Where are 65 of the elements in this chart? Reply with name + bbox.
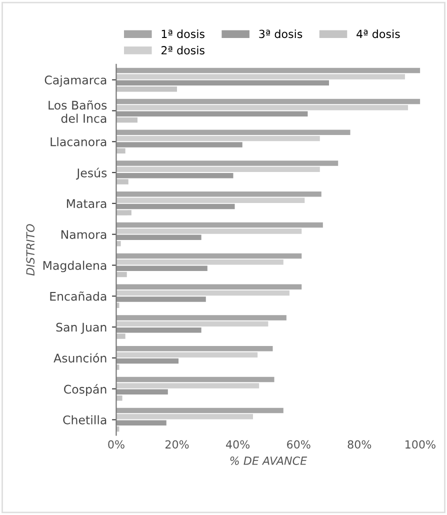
bar (116, 408, 284, 414)
bar (116, 290, 290, 296)
bar (116, 117, 138, 123)
bar (116, 389, 168, 395)
bar (116, 74, 405, 80)
bar (116, 192, 322, 197)
bar (116, 68, 420, 74)
y-tick-label: Cajamarca (44, 75, 106, 87)
bar (116, 327, 202, 333)
bar (116, 346, 273, 352)
x-tick-label: 40% (226, 440, 250, 449)
x-tick-label: 20% (165, 440, 189, 449)
bar (116, 142, 242, 148)
bar (116, 296, 206, 302)
y-tick-label: Namora (61, 230, 106, 239)
bar (116, 166, 320, 172)
bar (116, 234, 202, 240)
bar (116, 98, 420, 104)
legend-label: 2ª dosis (161, 46, 204, 54)
y-tick-label: Jesús (76, 168, 107, 180)
y-axis-title: DISTRITO (26, 224, 35, 276)
bar (116, 105, 408, 110)
bar (116, 198, 305, 203)
bar (116, 160, 338, 166)
legend-label: 4ª dosis (356, 30, 400, 38)
bar (116, 179, 128, 184)
y-tick-label: Magdalena (43, 260, 106, 272)
bar (116, 376, 274, 382)
bar (116, 383, 260, 388)
y-tick-label: Los Baños del Inca (48, 100, 107, 123)
x-tick-label: 100% (406, 440, 436, 449)
x-tick-label: 80% (348, 440, 372, 449)
y-tick-label: Chetilla (63, 415, 106, 424)
bar (116, 321, 268, 327)
x-axis-title: % DE AVANCE (230, 456, 308, 465)
bar (116, 86, 178, 92)
bar (116, 253, 302, 259)
bar (116, 172, 234, 178)
legend-label: 3ª dosis (259, 30, 302, 38)
bar (116, 358, 179, 364)
x-tick-label: 60% (287, 440, 310, 449)
y-tick-label: Asunción (54, 352, 106, 363)
bar (116, 334, 126, 339)
bar (116, 260, 284, 265)
bar (116, 130, 350, 135)
bar (116, 352, 258, 358)
legend-label: 1ª dosis (162, 30, 204, 38)
y-tick-label: San Juan (56, 322, 106, 334)
y-tick-label: Llacanora (50, 137, 106, 146)
bar (116, 204, 235, 210)
bar (116, 136, 320, 142)
bar (116, 228, 302, 234)
bar (116, 210, 132, 216)
bar (116, 284, 302, 290)
y-tick-label: Matara (66, 199, 106, 208)
bar (116, 111, 308, 116)
bar (116, 414, 253, 420)
x-tick-label: 0% (108, 440, 124, 449)
bar (116, 222, 323, 228)
y-tick-label: Encañada (50, 291, 106, 301)
bar (116, 315, 286, 320)
bar (116, 80, 329, 86)
y-tick-label: Cospán (64, 384, 106, 396)
bar (116, 266, 208, 271)
bar (116, 420, 166, 426)
